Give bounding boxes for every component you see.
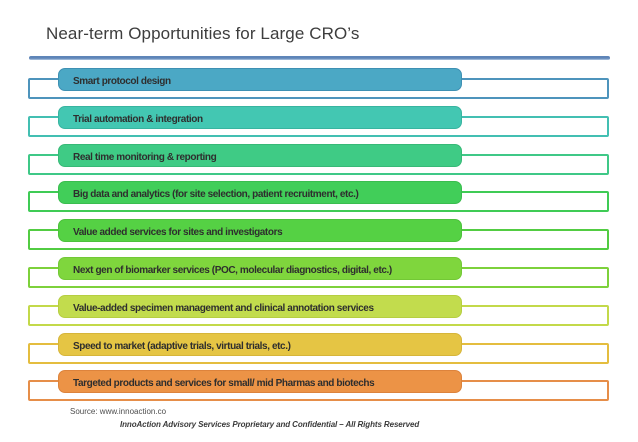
- opportunity-row: Value added services for sites and inves…: [0, 219, 638, 253]
- opportunity-row: Targeted products and services for small…: [0, 370, 638, 404]
- opportunity-row: Big data and analytics (for site selecti…: [0, 181, 638, 215]
- footer-confidential: InnoAction Advisory Services Proprietary…: [120, 420, 420, 429]
- opportunity-label: Speed to market (adaptive trials, virtua…: [73, 341, 291, 352]
- opportunity-bar: Value-added specimen management and clin…: [58, 295, 462, 318]
- opportunity-row: Next gen of biomarker services (POC, mol…: [0, 257, 638, 291]
- title-underline: [29, 56, 610, 60]
- opportunity-bar: Speed to market (adaptive trials, virtua…: [58, 333, 462, 356]
- opportunity-bar: Targeted products and services for small…: [58, 370, 462, 393]
- opportunity-label: Targeted products and services for small…: [73, 378, 375, 389]
- opportunity-label: Value-added specimen management and clin…: [73, 303, 374, 314]
- opportunity-bar: Big data and analytics (for site selecti…: [58, 181, 462, 204]
- opportunity-bar: Smart protocol design: [58, 68, 462, 91]
- footer-source: Source: www.innoaction.co: [70, 407, 167, 416]
- opportunity-bar: Value added services for sites and inves…: [58, 219, 462, 242]
- opportunity-label: Smart protocol design: [73, 76, 171, 87]
- opportunity-label: Next gen of biomarker services (POC, mol…: [73, 265, 392, 276]
- opportunity-label: Trial automation & integration: [73, 114, 203, 125]
- opportunity-label: Big data and analytics (for site selecti…: [73, 189, 359, 200]
- opportunity-label: Value added services for sites and inves…: [73, 227, 283, 238]
- opportunity-row: Speed to market (adaptive trials, virtua…: [0, 333, 638, 367]
- opportunity-row: Real time monitoring & reporting: [0, 144, 638, 178]
- opportunity-bar: Real time monitoring & reporting: [58, 144, 462, 167]
- opportunity-row: Trial automation & integration: [0, 106, 638, 140]
- opportunity-row: Value-added specimen management and clin…: [0, 295, 638, 329]
- opportunity-label: Real time monitoring & reporting: [73, 152, 217, 163]
- opportunity-bar: Trial automation & integration: [58, 106, 462, 129]
- opportunity-bar: Next gen of biomarker services (POC, mol…: [58, 257, 462, 280]
- slide-title: Near-term Opportunities for Large CRO’s: [46, 24, 360, 43]
- opportunity-row: Smart protocol design: [0, 68, 638, 102]
